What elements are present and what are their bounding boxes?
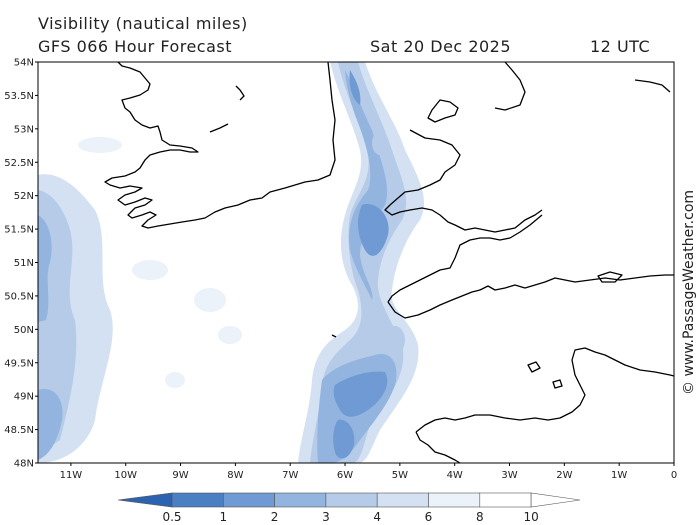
lat-tick-label: 51.5N	[4, 225, 34, 236]
lon-tick-label: 11W	[60, 470, 83, 481]
legend-swatch	[223, 492, 275, 508]
lat-tick-label: 48.5N	[4, 425, 34, 436]
forecast-subtitle: GFS 066 Hour Forecast	[38, 37, 233, 56]
low-visibility-patch-1	[132, 260, 168, 280]
lon-tick-label: 1W	[611, 470, 627, 481]
low-visibility-core-channel	[358, 204, 389, 256]
scilly-islands	[331, 334, 337, 338]
france-brittany	[415, 431, 461, 463]
lat-tick-label: 49N	[14, 392, 34, 403]
low-visibility-band-west-core	[38, 215, 52, 322]
lat-tick-label: 49.5N	[4, 358, 34, 369]
lon-tick-label: 3W	[501, 470, 517, 481]
coastlines	[104, 62, 674, 463]
low-visibility-patch-5	[218, 326, 242, 344]
lat-tick-label: 48N	[14, 459, 34, 470]
sw-england-north-coast	[387, 214, 543, 303]
low-visibility-band-central-inner	[345, 70, 388, 300]
lon-tick-label: 10W	[114, 470, 137, 481]
lat-tick-label: 50.5N	[4, 291, 34, 302]
wales-south	[384, 129, 543, 233]
legend-label: 10	[523, 510, 538, 524]
legend-label: 0.5	[162, 510, 181, 524]
legend-swatch	[479, 492, 532, 508]
lat-tick-label: 52N	[14, 191, 34, 202]
low-visibility-patch-2	[194, 288, 226, 312]
low-visibility-core-south-2	[333, 419, 355, 459]
lat-tick-label: 51N	[14, 258, 34, 269]
england-east-coast	[494, 62, 526, 111]
wales-coastline	[427, 99, 459, 123]
isle-of-wight	[597, 271, 623, 283]
longitude-axis: 11W 10W 9W 8W 7W 6W 5W 4W 3W 2W 1W 0	[60, 463, 677, 481]
lat-tick-label: 53N	[14, 124, 34, 135]
low-visibility-patch-sw	[38, 389, 63, 460]
legend-label: 3	[322, 510, 330, 524]
lon-tick-label: 2W	[556, 470, 572, 481]
france-coastline	[415, 347, 674, 433]
legend-swatch	[274, 492, 327, 508]
credit-text: © www.PassageWeather.com	[681, 190, 697, 395]
visibility-shading	[38, 62, 425, 463]
channel-islands	[527, 361, 541, 373]
lon-tick-label: 7W	[282, 470, 298, 481]
forecast-date: Sat 20 Dec 2025	[370, 37, 512, 56]
ireland-headland	[235, 85, 245, 101]
lat-tick-label: 50N	[14, 325, 34, 336]
low-visibility-core-north	[349, 70, 361, 105]
legend-swatch	[325, 492, 378, 508]
low-visibility-core-south	[333, 371, 388, 417]
lon-tick-label: 6W	[337, 470, 353, 481]
low-visibility-patch-6	[372, 131, 388, 155]
low-visibility-patch-4	[78, 137, 122, 153]
legend-arrow-low	[117, 492, 173, 508]
legend-arrow-high	[530, 492, 581, 508]
ireland-coastline	[104, 62, 336, 229]
legend-swatch	[376, 492, 429, 508]
channel-island-2	[552, 379, 563, 389]
sw-england-south-coast	[387, 274, 674, 319]
lon-tick-label: 5W	[392, 470, 408, 481]
legend-label: 2	[271, 510, 279, 524]
legend-swatch	[171, 492, 224, 508]
lat-tick-label: 54N	[14, 58, 34, 69]
latitude-axis: 54N 53.5N 53N 52.5N 52N 51.5N 51N 50.5N 50N 49.5N…	[4, 58, 38, 470]
low-visibility-patch-7	[385, 326, 405, 354]
low-visibility-patch-3	[165, 372, 185, 388]
england-northeast	[634, 79, 671, 93]
lon-tick-label: 9W	[172, 470, 188, 481]
lon-tick-label: 8W	[227, 470, 243, 481]
chart-title: Visibility (nautical miles)	[38, 14, 248, 33]
lon-tick-label: 4W	[447, 470, 463, 481]
lat-tick-label: 53.5N	[4, 91, 34, 102]
lat-tick-label: 52.5N	[4, 158, 34, 169]
lon-tick-label: 0	[671, 470, 677, 481]
legend-label: 4	[373, 510, 381, 524]
legend-label: 1	[219, 510, 227, 524]
forecast-time: 12 UTC	[590, 37, 651, 56]
visibility-legend: 0.5 1 2 3 4 6 8 10	[117, 492, 581, 524]
ireland-inlet	[209, 123, 229, 133]
legend-swatch	[428, 492, 481, 508]
legend-label: 8	[476, 510, 484, 524]
credit-watermark: © www.PassageWeather.com	[681, 190, 697, 395]
legend-label: 6	[425, 510, 433, 524]
